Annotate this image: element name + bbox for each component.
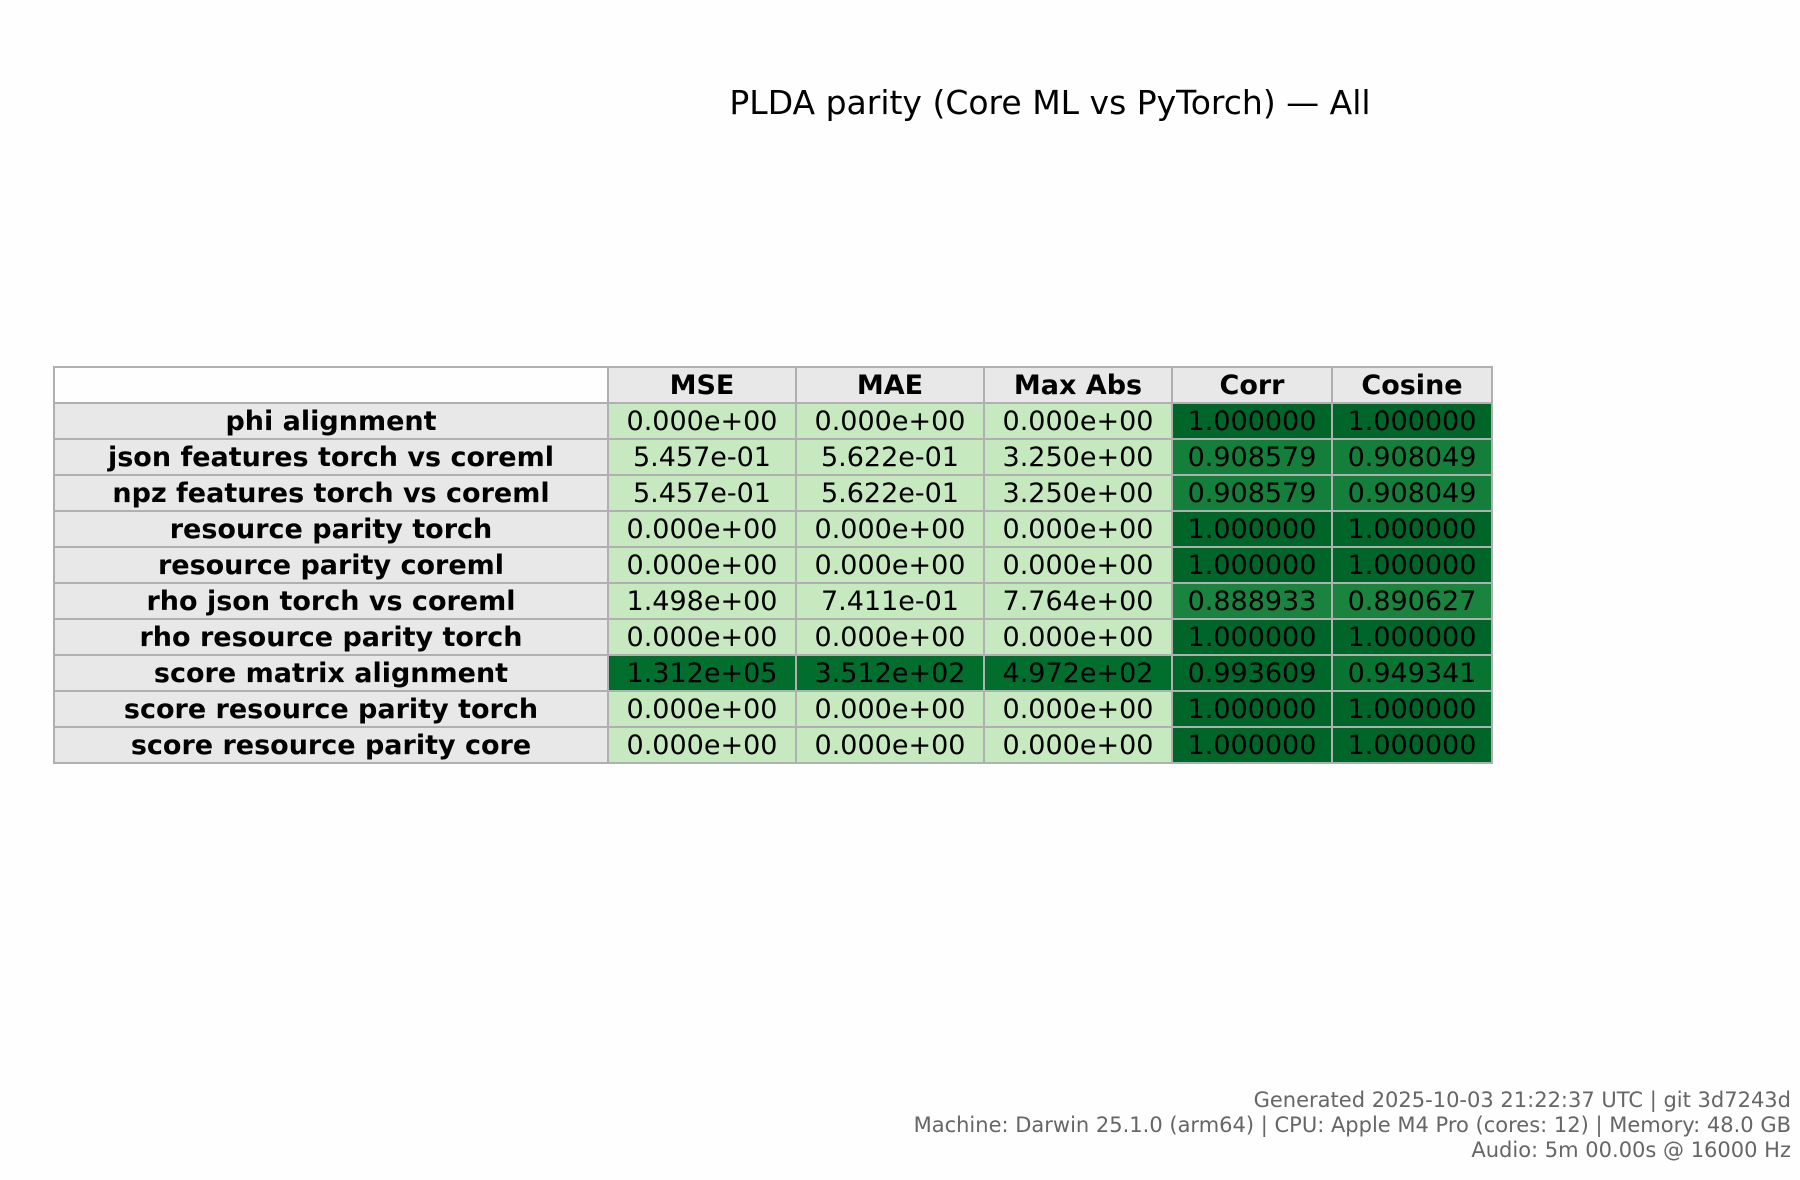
parity-table: MSE MAE Max Abs Corr Cosine phi alignmen…	[53, 366, 1493, 764]
table-row: rho resource parity torch 0.000e+00 0.000e…	[53, 618, 1493, 656]
table-row: score matrix alignment 1.312e+05 3.512e+02…	[53, 654, 1493, 692]
cell-mae: 5.622e-01	[795, 438, 985, 476]
cell-cosine: 1.000000	[1331, 546, 1493, 584]
cell-max-abs: 3.250e+00	[983, 474, 1173, 512]
column-header-max-abs: Max Abs	[983, 366, 1173, 404]
cell-cosine: 1.000000	[1331, 690, 1493, 728]
cell-corr: 0.993609	[1171, 654, 1333, 692]
cell-mae: 0.000e+00	[795, 402, 985, 440]
row-label: score resource parity torch	[53, 690, 609, 728]
cell-mse: 5.457e-01	[607, 438, 797, 476]
table-row: rho json torch vs coreml 1.498e+00 7.411e-…	[53, 582, 1493, 620]
cell-corr: 1.000000	[1171, 690, 1333, 728]
cell-max-abs: 0.000e+00	[983, 402, 1173, 440]
header-row: MSE MAE Max Abs Corr Cosine	[53, 366, 1493, 404]
column-header-corr: Corr	[1171, 366, 1333, 404]
row-label: rho json torch vs coreml	[53, 582, 609, 620]
cell-corr: 0.908579	[1171, 474, 1333, 512]
table-row: score resource parity torch 0.000e+00 0.00…	[53, 690, 1493, 728]
row-label: score resource parity core	[53, 726, 609, 764]
cell-mse: 0.000e+00	[607, 726, 797, 764]
cell-mae: 5.622e-01	[795, 474, 985, 512]
cell-mae: 3.512e+02	[795, 654, 985, 692]
cell-cosine: 0.890627	[1331, 582, 1493, 620]
cell-corr: 1.000000	[1171, 510, 1333, 548]
column-header-mae: MAE	[795, 366, 985, 404]
cell-mae: 0.000e+00	[795, 690, 985, 728]
footer-machine: Machine: Darwin 25.1.0 (arm64) | CPU: Ap…	[913, 1113, 1791, 1137]
footer: Generated 2025-10-03 21:22:37 UTC | git …	[914, 1088, 1791, 1163]
row-label: json features torch vs coreml	[53, 438, 609, 476]
cell-mse: 0.000e+00	[607, 546, 797, 584]
footer-generated: Generated 2025-10-03 21:22:37 UTC | git …	[1253, 1088, 1791, 1112]
cell-mae: 7.411e-01	[795, 582, 985, 620]
footer-audio: Audio: 5m 00.00s @ 16000 Hz	[1471, 1138, 1791, 1162]
cell-corr: 0.888933	[1171, 582, 1333, 620]
cell-mae: 0.000e+00	[795, 510, 985, 548]
cell-mae: 0.000e+00	[795, 726, 985, 764]
cell-cosine: 1.000000	[1331, 726, 1493, 764]
cell-max-abs: 0.000e+00	[983, 726, 1173, 764]
table-body: phi alignment 0.000e+00 0.000e+00 0.000e+00…	[53, 402, 1493, 764]
cell-mse: 5.457e-01	[607, 474, 797, 512]
cell-corr: 1.000000	[1171, 618, 1333, 656]
row-label: resource parity coreml	[53, 546, 609, 584]
cell-max-abs: 0.000e+00	[983, 690, 1173, 728]
chart-title: PLDA parity (Core ML vs PyTorch) — All	[729, 83, 1371, 122]
cell-corr: 0.908579	[1171, 438, 1333, 476]
cell-mae: 0.000e+00	[795, 618, 985, 656]
cell-max-abs: 7.764e+00	[983, 582, 1173, 620]
cell-mse: 1.312e+05	[607, 654, 797, 692]
cell-mse: 0.000e+00	[607, 618, 797, 656]
table-row: json features torch vs coreml 5.457e-01 5.…	[53, 438, 1493, 476]
row-label: score matrix alignment	[53, 654, 609, 692]
row-label: resource parity torch	[53, 510, 609, 548]
cell-mse: 1.498e+00	[607, 582, 797, 620]
table-row: npz features torch vs coreml 5.457e-01 5.6…	[53, 474, 1493, 512]
table-row: score resource parity core 0.000e+00 0.000…	[53, 726, 1493, 764]
cell-cosine: 1.000000	[1331, 618, 1493, 656]
cell-max-abs: 4.972e+02	[983, 654, 1173, 692]
cell-corr: 1.000000	[1171, 726, 1333, 764]
table-row: resource parity coreml 0.000e+00 0.000e+00…	[53, 546, 1493, 584]
row-label: phi alignment	[53, 402, 609, 440]
cell-cosine: 0.908049	[1331, 474, 1493, 512]
cell-cosine: 1.000000	[1331, 510, 1493, 548]
row-label: npz features torch vs coreml	[53, 474, 609, 512]
table-row: phi alignment 0.000e+00 0.000e+00 0.000e+00…	[53, 402, 1493, 440]
cell-mae: 0.000e+00	[795, 546, 985, 584]
cell-max-abs: 0.000e+00	[983, 510, 1173, 548]
cell-cosine: 0.908049	[1331, 438, 1493, 476]
row-label: rho resource parity torch	[53, 618, 609, 656]
cell-max-abs: 0.000e+00	[983, 618, 1173, 656]
table-row: resource parity torch 0.000e+00 0.000e+00 0…	[53, 510, 1493, 548]
column-header-mse: MSE	[607, 366, 797, 404]
cell-corr: 1.000000	[1171, 402, 1333, 440]
corner-cell	[53, 366, 609, 404]
cell-max-abs: 0.000e+00	[983, 546, 1173, 584]
cell-corr: 1.000000	[1171, 546, 1333, 584]
cell-mse: 0.000e+00	[607, 402, 797, 440]
column-header-cosine: Cosine	[1331, 366, 1493, 404]
cell-mse: 0.000e+00	[607, 510, 797, 548]
cell-mse: 0.000e+00	[607, 690, 797, 728]
cell-cosine: 1.000000	[1331, 402, 1493, 440]
cell-max-abs: 3.250e+00	[983, 438, 1173, 476]
cell-cosine: 0.949341	[1331, 654, 1493, 692]
